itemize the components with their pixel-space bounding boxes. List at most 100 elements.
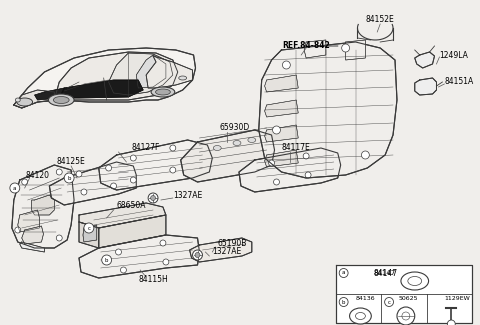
Polygon shape: [190, 238, 252, 262]
Circle shape: [342, 44, 349, 52]
Polygon shape: [99, 140, 212, 190]
Text: b: b: [105, 257, 108, 263]
Ellipse shape: [248, 137, 256, 142]
Circle shape: [64, 173, 74, 183]
Circle shape: [106, 165, 111, 171]
Ellipse shape: [156, 89, 170, 95]
Text: 84115H: 84115H: [138, 276, 168, 284]
Ellipse shape: [53, 97, 69, 103]
Text: 84127F: 84127F: [132, 144, 160, 152]
Text: 65190B: 65190B: [217, 239, 247, 248]
Circle shape: [339, 297, 348, 306]
Ellipse shape: [402, 312, 410, 320]
Polygon shape: [264, 100, 298, 117]
Text: 1249LA: 1249LA: [439, 50, 468, 59]
Polygon shape: [146, 56, 192, 88]
Polygon shape: [264, 150, 298, 167]
Polygon shape: [20, 242, 45, 252]
Circle shape: [81, 189, 87, 195]
Polygon shape: [54, 52, 178, 100]
Circle shape: [15, 227, 21, 233]
Ellipse shape: [15, 98, 20, 102]
Polygon shape: [336, 265, 472, 323]
Circle shape: [282, 61, 290, 69]
Polygon shape: [59, 80, 143, 98]
Polygon shape: [415, 78, 436, 95]
Text: 68650A: 68650A: [117, 202, 146, 211]
Ellipse shape: [233, 140, 241, 146]
Text: 84147: 84147: [373, 268, 397, 278]
Text: 84117E: 84117E: [282, 144, 311, 152]
Text: b: b: [67, 176, 71, 180]
Text: 84136: 84136: [356, 296, 375, 302]
Text: 65930D: 65930D: [220, 124, 250, 133]
Text: 84120: 84120: [25, 171, 49, 179]
Circle shape: [148, 193, 158, 203]
Polygon shape: [136, 55, 166, 88]
Text: 1327AE: 1327AE: [212, 248, 241, 256]
Ellipse shape: [349, 308, 372, 324]
Ellipse shape: [17, 98, 33, 106]
Polygon shape: [180, 130, 275, 182]
Text: b: b: [342, 300, 346, 305]
Circle shape: [56, 169, 62, 175]
Circle shape: [303, 153, 309, 159]
Text: REF.84-842: REF.84-842: [282, 41, 330, 49]
Circle shape: [10, 183, 20, 193]
Circle shape: [151, 196, 156, 201]
Circle shape: [361, 151, 369, 159]
Circle shape: [447, 320, 455, 325]
Polygon shape: [415, 52, 434, 68]
Circle shape: [116, 249, 121, 255]
Polygon shape: [99, 215, 166, 248]
Polygon shape: [35, 88, 64, 100]
Circle shape: [160, 240, 166, 246]
Text: a: a: [342, 270, 346, 276]
Circle shape: [305, 172, 311, 178]
Ellipse shape: [48, 94, 74, 106]
Polygon shape: [264, 125, 298, 142]
Polygon shape: [79, 222, 99, 248]
Ellipse shape: [408, 277, 421, 285]
Circle shape: [84, 223, 94, 233]
Circle shape: [120, 267, 126, 273]
Circle shape: [131, 177, 136, 183]
Text: 84147: 84147: [373, 270, 396, 276]
Text: 1327AE: 1327AE: [173, 191, 202, 201]
Circle shape: [170, 145, 176, 151]
Polygon shape: [79, 235, 200, 278]
Text: 84151A: 84151A: [444, 77, 474, 86]
Text: c: c: [87, 226, 90, 230]
Circle shape: [339, 268, 348, 278]
Text: 1129EW: 1129EW: [444, 296, 470, 302]
Polygon shape: [18, 210, 39, 232]
Ellipse shape: [151, 87, 175, 97]
Circle shape: [76, 171, 82, 177]
Polygon shape: [79, 203, 166, 228]
Circle shape: [192, 250, 203, 260]
Polygon shape: [12, 165, 74, 248]
Circle shape: [22, 179, 28, 185]
Text: a: a: [13, 186, 17, 190]
Circle shape: [56, 235, 62, 241]
Polygon shape: [239, 148, 341, 192]
Circle shape: [131, 155, 136, 161]
Polygon shape: [14, 90, 54, 108]
Polygon shape: [304, 40, 326, 58]
Ellipse shape: [356, 313, 365, 319]
Text: 84125E: 84125E: [57, 158, 85, 166]
Ellipse shape: [397, 307, 415, 325]
Circle shape: [384, 297, 394, 306]
Circle shape: [102, 255, 111, 265]
Circle shape: [110, 183, 117, 189]
Polygon shape: [22, 226, 44, 244]
Circle shape: [163, 259, 169, 265]
Ellipse shape: [213, 146, 221, 150]
Polygon shape: [264, 75, 298, 92]
Polygon shape: [259, 42, 397, 178]
Polygon shape: [14, 48, 195, 108]
Circle shape: [274, 179, 279, 185]
Circle shape: [195, 253, 200, 257]
Text: 84152E: 84152E: [366, 16, 395, 24]
Circle shape: [269, 160, 275, 166]
